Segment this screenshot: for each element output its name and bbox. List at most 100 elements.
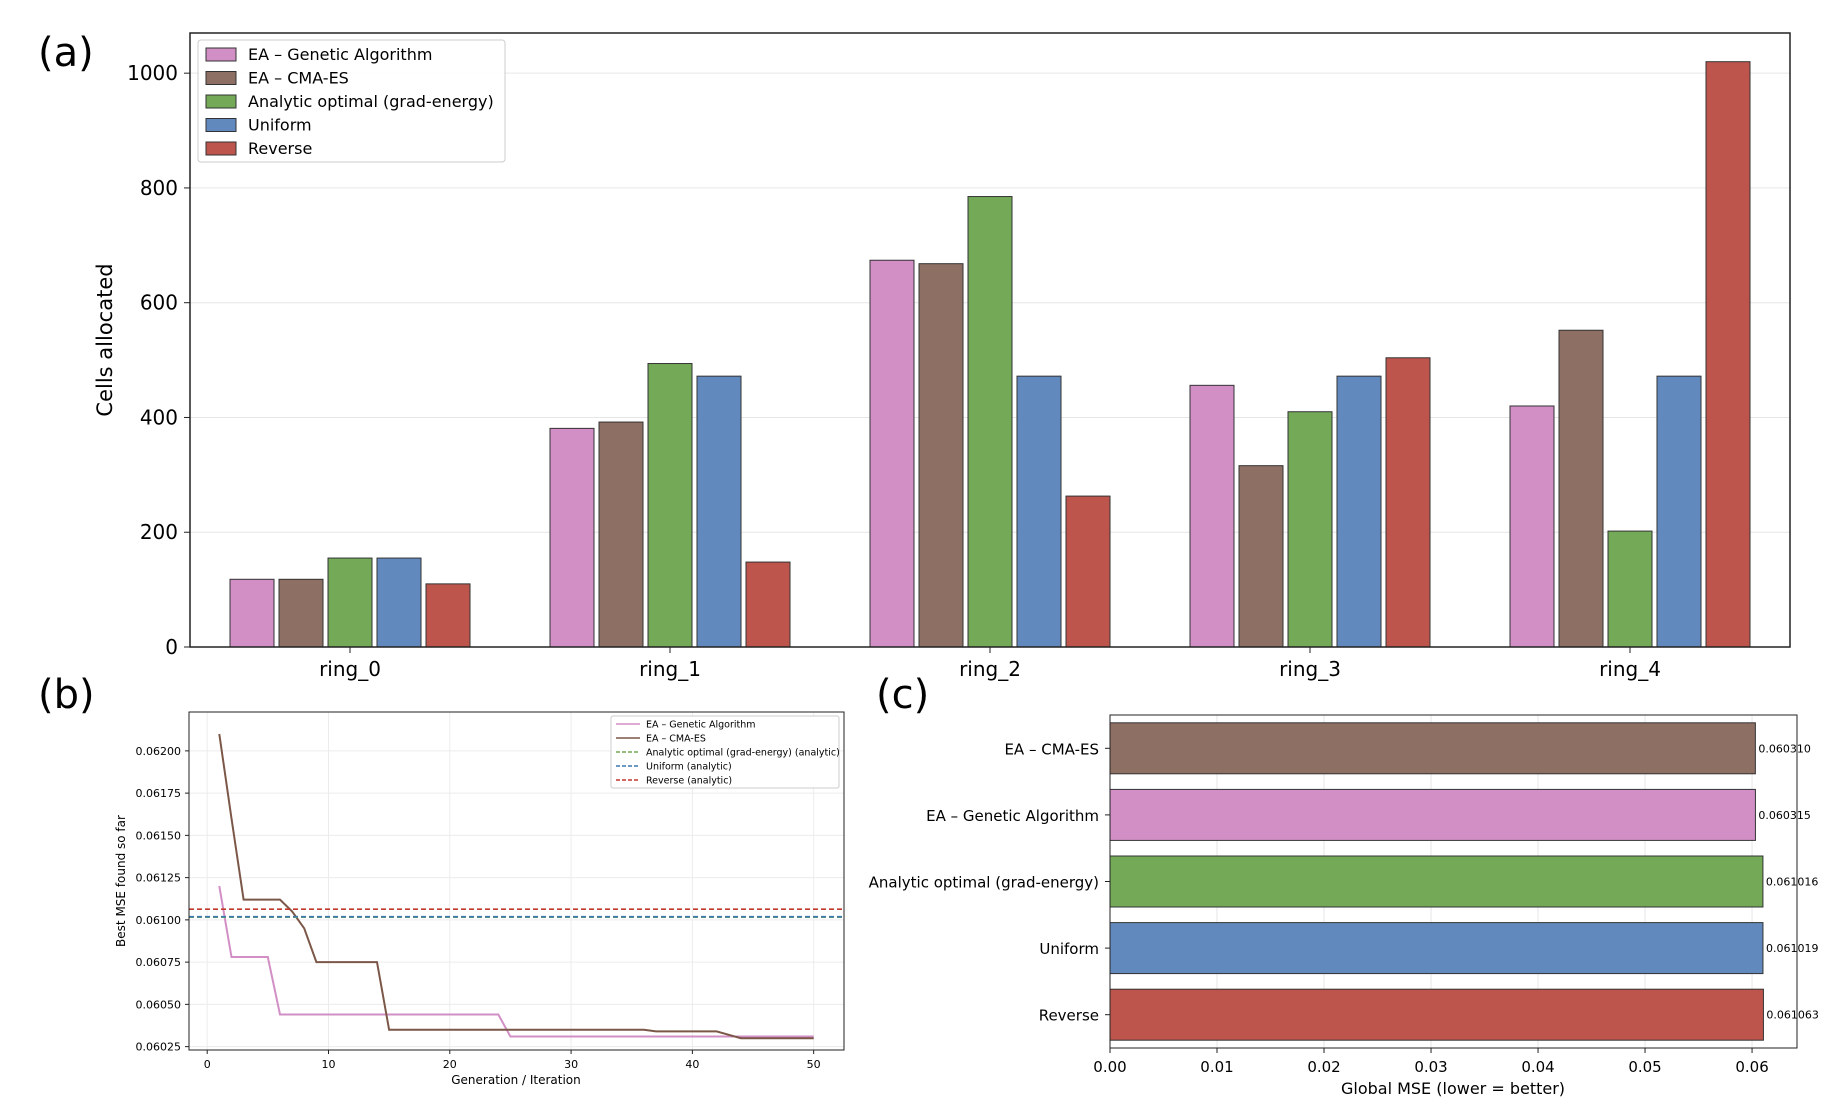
chart-c-xlabel: Global MSE (lower = better) [1341,1079,1565,1098]
chart-a-bar-reverse-ring_2 [1065,495,1111,648]
chart-c-bar-uniform [1109,922,1764,975]
chart-a-bar-uniform-ring_0 [376,557,422,648]
chart-a-bar-reverse-ring_4 [1705,61,1751,648]
chart-a-legend: EA – Genetic Algorithm EA – CMA-ES Analyti… [197,39,506,163]
chart-b-xtick-label: 20 [443,1058,457,1071]
chart-b-line-ea-genetic-algorithm [218,885,814,1038]
chart-a-xtick-label: ring_4 [1599,657,1661,681]
chart-b-legend-label: Uniform (analytic) [646,762,732,773]
chart-b-ytick-label: 0.06175 [136,787,182,800]
chart-b-xtick-label: 10 [321,1058,335,1071]
chart-c-bar-reverse [1109,988,1764,1041]
chart-b-legend-box [610,715,840,789]
chart-c-bar-ea-genetic-algorithm [1109,788,1756,841]
chart-a-bar-analytic-optimal-grad-energy-ring_4 [1607,530,1653,648]
chart-c-value-label: 0.060315 [1758,809,1811,822]
chart-b-ylabel: Best MSE found so far [114,815,128,947]
chart-a-bar-uniform-ring_1 [696,375,742,648]
chart-c-ytick-label: Reverse [1039,1007,1099,1025]
chart-a-bar-uniform-ring_4 [1656,375,1702,648]
chart-a-bar-analytic-optimal-grad-energy-ring_2 [967,196,1013,648]
chart-b-xtick-label: 30 [564,1058,578,1071]
chart-c-xtick-label: 0.04 [1521,1058,1554,1076]
chart-c-xtick-label: 0.00 [1093,1058,1126,1076]
chart-c-xtick-label: 0.05 [1628,1058,1661,1076]
chart-a-bar-reverse-ring_1 [745,561,791,648]
chart-b-ytick-label: 0.06025 [136,1041,182,1054]
chart-a-bar-reverse-ring_0 [425,583,471,648]
chart-a-legend-label: Reverse [248,139,312,158]
chart-c-value-label: 0.061063 [1766,1009,1819,1022]
chart-a-xtick-label: ring_3 [1279,657,1341,681]
chart-b-ytick-label: 0.06150 [136,829,182,842]
chart-b-legend-label: Reverse (analytic) [646,776,732,787]
chart-c-ytick-label: Uniform [1039,940,1099,958]
chart-c-ytick-label: EA – CMA-ES [1004,740,1099,758]
chart-a-legend-label: Uniform [248,116,312,135]
chart-a-legend-label: EA – Genetic Algorithm [248,45,432,64]
chart-a-bar-analytic-optimal-grad-energy-ring_1 [647,363,693,648]
chart-a-bar-analytic-optimal-grad-energy-ring_0 [327,557,373,648]
chart-a-bar-uniform-ring_2 [1016,375,1062,648]
chart-a-legend-box [197,39,506,163]
chart-b-xtick-label: 0 [204,1058,211,1071]
chart-c-value-label: 0.061016 [1766,876,1819,889]
chart-a-bar-ea-genetic-algorithm-ring_1 [549,427,595,648]
chart-a-bars [229,61,1751,648]
chart-b-ytick-label: 0.06125 [136,872,182,885]
chart-b-xtick-label: 50 [807,1058,821,1071]
chart-b-legend: EA – Genetic Algorithm EA – CMA-ES Analyti… [610,715,840,789]
chart-a-xtick-label: ring_2 [959,657,1021,681]
chart-c-xtick-label: 0.03 [1414,1058,1447,1076]
chart-a-bar-ea-cma-es-ring_3 [1238,465,1284,648]
panel-label-b: (b) [38,672,95,718]
chart-a-ytick-label: 0 [165,635,178,659]
chart-a-ytick-label: 400 [140,405,178,429]
chart-a-bar-reverse-ring_3 [1385,357,1431,648]
chart-c-ytick-label: Analytic optimal (grad-energy) [869,874,1099,892]
chart-a-bar-ea-cma-es-ring_4 [1558,329,1604,648]
panel-label-a: (a) [38,30,94,76]
chart-b-legend-label: Analytic optimal (grad-energy) (analytic… [646,748,840,759]
chart-a-ylabel: Cells allocated [93,263,117,416]
chart-c-xtick-label: 0.02 [1307,1058,1340,1076]
chart-b-frame [188,711,845,1051]
chart-a-bar-ea-genetic-algorithm-ring_2 [869,259,915,648]
chart-a-legend-swatch [205,118,237,132]
chart-a-ytick-label: 600 [140,291,178,315]
chart-a-bar-analytic-optimal-grad-energy-ring_3 [1287,411,1333,648]
chart-a-bar-ea-cma-es-ring_0 [278,578,324,648]
chart-b-lines [189,733,844,1040]
chart-c: 0.060310 0.060315 0.061016 0.061019 0.061063… [869,714,1819,1098]
chart-c-xtick-label: 0.01 [1200,1058,1233,1076]
chart-a-bar-ea-cma-es-ring_2 [918,263,964,648]
chart-a-ytick-label: 1000 [127,61,178,85]
chart-b-legend-label: EA – Genetic Algorithm [646,720,756,731]
chart-a-legend-swatch [205,47,237,62]
chart-a-legend-label: Analytic optimal (grad-energy) [248,92,494,111]
chart-b-xtick-label: 40 [685,1058,699,1071]
chart-c-value-label: 0.061019 [1766,942,1819,955]
chart-a-legend-swatch [205,141,237,156]
chart-a-bar-ea-genetic-algorithm-ring_3 [1189,384,1235,648]
chart-a-legend-label: EA – CMA-ES [248,69,349,88]
chart-a-ytick-label: 200 [140,520,178,544]
chart-a-legend-swatch [205,94,237,109]
chart-b-ytick-label: 0.06200 [136,745,182,758]
chart-a-ytick-label: 800 [140,176,178,200]
chart-b-legend-label: EA – CMA-ES [646,734,706,745]
chart-c-bar-ea-cma-es [1109,722,1756,775]
chart-c-value-label: 0.060310 [1758,742,1811,755]
chart-c-xtick-label: 0.06 [1735,1058,1768,1076]
chart-a-bar-ea-cma-es-ring_1 [598,421,644,648]
panel-label-c: (c) [876,672,929,718]
chart-a-ticks: 0 200 400 600 800 1000 ring_0 ring_1 ring_2 ring_… [127,61,1661,681]
chart-b-ytick-label: 0.06100 [136,914,182,927]
chart-b-line-ea-cma-es [218,733,814,1040]
chart-b-xlabel: Generation / Iteration [451,1073,581,1087]
chart-c-bar-analytic-optimal-grad-energy [1109,855,1764,908]
chart-a-legend-swatch [205,71,237,85]
chart-a-xtick-label: ring_0 [319,657,381,681]
chart-b-ytick-label: 0.06050 [136,998,182,1011]
